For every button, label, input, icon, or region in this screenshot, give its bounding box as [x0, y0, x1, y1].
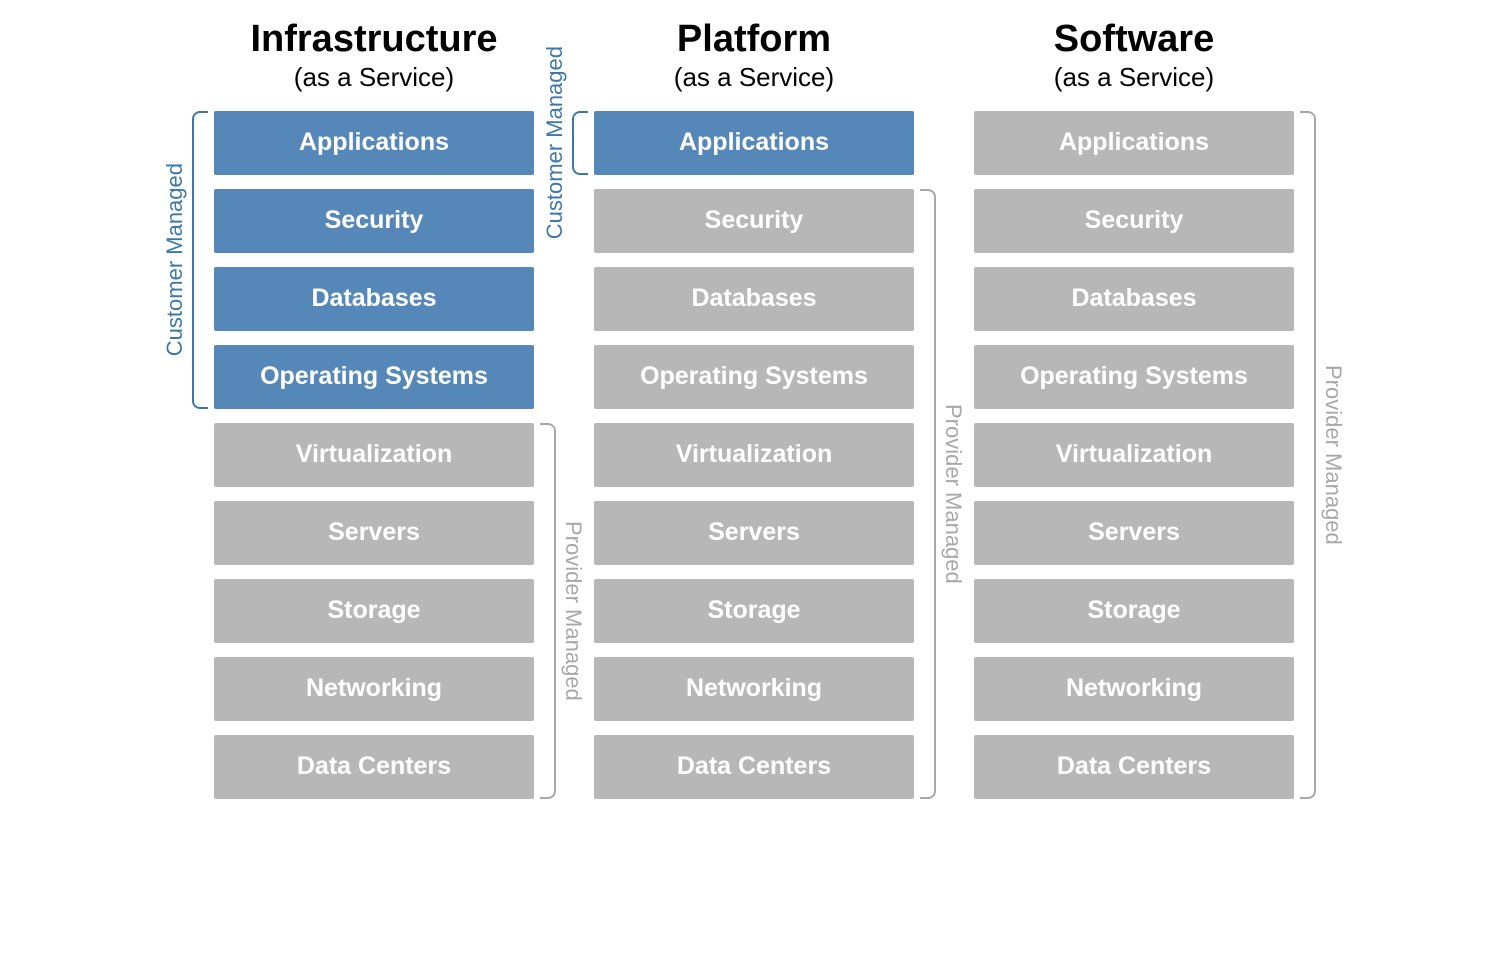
layer-provider: Security: [594, 189, 914, 253]
layer-provider: Servers: [974, 501, 1294, 565]
customer-managed-bracket-label: Customer Managed: [542, 46, 568, 239]
bracket-shape: [540, 423, 556, 799]
layer-provider: Servers: [214, 501, 534, 565]
layer-customer: Databases: [214, 267, 534, 331]
service-model-column: Platform(as a Service) Applications Securi…: [594, 20, 914, 799]
layer-provider: Virtualization: [214, 423, 534, 487]
layer-provider: Virtualization: [974, 423, 1294, 487]
layer-stack: Applications Security Databases Operating S…: [594, 111, 914, 799]
layer-stack: Applications Security Databases Operating S…: [974, 111, 1294, 799]
provider-managed-bracket: Provider Managed: [920, 189, 966, 799]
layer-stack: Applications Security Databases Operating S…: [214, 111, 534, 799]
layer-provider: Applications: [974, 111, 1294, 175]
layer-customer: Applications: [214, 111, 534, 175]
layer-provider: Storage: [214, 579, 534, 643]
layer-provider: Servers: [594, 501, 914, 565]
bracket-shape: [1300, 111, 1316, 799]
bracket-shape: [572, 111, 588, 175]
column-subtitle: (as a Service): [674, 62, 834, 93]
cloud-service-models-diagram: Infrastructure(as a Service)Applications…: [30, 20, 1478, 799]
column-subtitle: (as a Service): [250, 62, 497, 93]
layer-provider: Networking: [974, 657, 1294, 721]
layer-provider: Storage: [974, 579, 1294, 643]
customer-managed-bracket-label: Customer Managed: [162, 163, 188, 356]
layer-customer: Security: [214, 189, 534, 253]
column-title: Infrastructure: [250, 20, 497, 60]
layer-provider: Databases: [974, 267, 1294, 331]
layer-customer: Operating Systems: [214, 345, 534, 409]
bracket-shape: [920, 189, 936, 799]
layer-provider: Security: [974, 189, 1294, 253]
layer-provider: Operating Systems: [974, 345, 1294, 409]
layer-provider: Networking: [214, 657, 534, 721]
layer-provider: Data Centers: [974, 735, 1294, 799]
layer-customer: Applications: [594, 111, 914, 175]
provider-managed-bracket-label: Provider Managed: [1320, 365, 1346, 545]
provider-managed-bracket: Provider Managed: [540, 423, 586, 799]
layer-provider: Data Centers: [594, 735, 914, 799]
stack-area: Applications Security Databases Operating S…: [214, 111, 534, 799]
stack-area: Applications Security Databases Operating S…: [594, 111, 914, 799]
column-title: Platform: [674, 20, 834, 60]
layer-provider: Networking: [594, 657, 914, 721]
layer-provider: Storage: [594, 579, 914, 643]
stack-area: Applications Security Databases Operating S…: [974, 111, 1294, 799]
column-heading: Infrastructure(as a Service): [250, 20, 497, 93]
provider-managed-bracket-label: Provider Managed: [940, 404, 966, 584]
layer-provider: Virtualization: [594, 423, 914, 487]
column-heading: Software(as a Service): [1054, 20, 1214, 93]
bracket-shape: [192, 111, 208, 409]
service-model-column: Infrastructure(as a Service) Applications…: [214, 20, 534, 799]
customer-managed-bracket: Customer Managed: [162, 111, 208, 409]
customer-managed-bracket: Customer Managed: [542, 111, 588, 175]
provider-managed-bracket-label: Provider Managed: [560, 521, 586, 701]
layer-provider: Data Centers: [214, 735, 534, 799]
provider-managed-bracket: Provider Managed: [1300, 111, 1346, 799]
column-subtitle: (as a Service): [1054, 62, 1214, 93]
layer-provider: Operating Systems: [594, 345, 914, 409]
column-heading: Platform(as a Service): [674, 20, 834, 93]
layer-provider: Databases: [594, 267, 914, 331]
service-model-column: Software(as a Service) Applications Securi…: [974, 20, 1294, 799]
column-title: Software: [1054, 20, 1214, 60]
